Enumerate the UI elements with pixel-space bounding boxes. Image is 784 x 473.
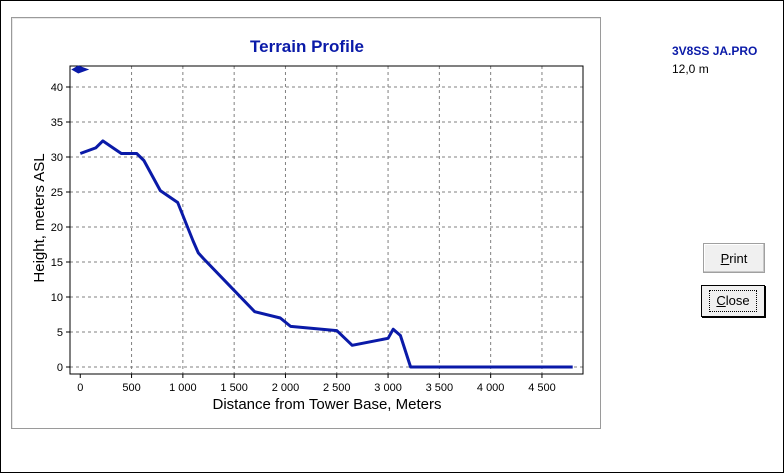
terrain-profile-chart: Terrain Profile 0 500 1 000 1 500 2 000 2 500… [11,17,601,429]
plot-area [69,65,584,375]
x-tick-label: 4 500 [528,382,556,394]
y-tick-label: 35 [51,117,63,129]
axis-ticks: 0 500 1 000 1 500 2 000 2 500 3 000 3 500 4 000 4… [51,82,556,394]
close-label-rest: lose [725,293,750,308]
y-tick-label: 20 [51,222,63,234]
terrain-series-line [79,139,573,369]
x-tick-label: 1 000 [169,382,197,394]
chart-grid [70,66,583,374]
x-tick-label: 4 000 [477,382,505,394]
x-tick-label: 2 000 [272,382,300,394]
tower-marker [71,65,90,74]
close-mnemonic: C [716,293,726,308]
x-tick-label: 2 500 [323,382,351,394]
x-tick-label: 0 [77,382,83,394]
y-tick-label: 15 [51,257,63,269]
x-tick-label: 500 [122,382,140,394]
profile-file-name: 3V8SS JA.PRO [672,44,758,58]
print-mnemonic: P [720,250,730,266]
chart-title: Terrain Profile [250,37,364,56]
x-tick-label: 3 500 [426,382,454,394]
y-tick-label: 10 [51,292,63,304]
print-label-rest: rint [729,250,748,266]
y-tick-label: 25 [51,187,63,199]
tower-height-value: 12,0 m [672,62,709,76]
close-button[interactable]: Close [701,285,765,317]
x-axis-label: Distance from Tower Base, Meters [213,396,442,413]
y-tick-label: 5 [57,327,63,339]
x-tick-label: 1 500 [220,382,248,394]
y-tick-label: 0 [57,362,63,374]
chart-canvas: Terrain Profile 0 500 1 000 1 500 2 000 2 500… [31,37,584,413]
print-button[interactable]: Print [703,243,765,273]
y-axis-label: Height, meters ASL [31,153,48,282]
y-tick-label: 30 [51,152,63,164]
x-tick-label: 3 000 [374,382,402,394]
y-tick-label: 40 [51,82,63,94]
